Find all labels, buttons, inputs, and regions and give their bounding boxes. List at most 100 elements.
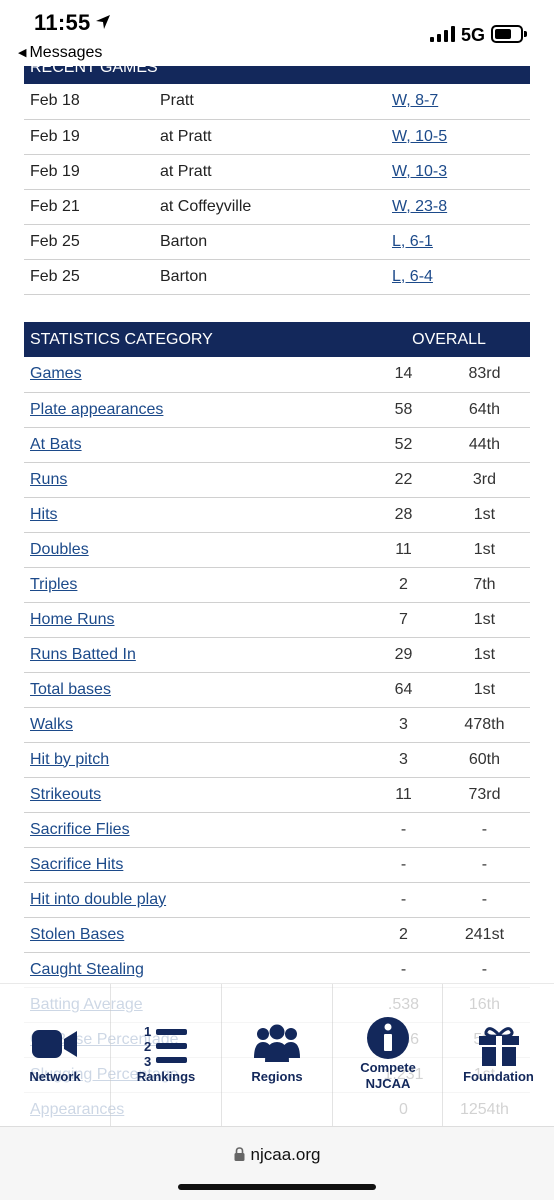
stat-category-link[interactable]: Stolen Bases bbox=[30, 925, 125, 943]
recent-games-table: Feb 18 Pratt W, 8-7 Feb 19 at Pratt W, 1… bbox=[24, 84, 530, 295]
stat-rank: - bbox=[438, 847, 530, 883]
stat-category-link[interactable]: Doubles bbox=[30, 540, 89, 558]
stats-row: Doubles 11 1st bbox=[24, 532, 530, 568]
stat-rank: 1st bbox=[438, 497, 530, 533]
stat-category-link[interactable]: At Bats bbox=[30, 435, 82, 453]
stat-category-link[interactable]: Strikeouts bbox=[30, 785, 102, 803]
status-time: 11:55 bbox=[34, 10, 91, 35]
game-row: Feb 18 Pratt W, 8-7 bbox=[24, 84, 530, 120]
stat-rank: 64th bbox=[438, 392, 530, 428]
game-row: Feb 25 Barton L, 6-1 bbox=[24, 224, 530, 260]
stats-category-header: STATISTICS CATEGORY bbox=[24, 322, 369, 357]
stat-rank: 1st bbox=[438, 602, 530, 638]
stat-category-link[interactable]: Walks bbox=[30, 715, 73, 733]
home-indicator[interactable] bbox=[178, 1184, 376, 1190]
numbered-list-icon: 1 2 3 bbox=[144, 1024, 187, 1068]
svg-text:2: 2 bbox=[144, 1039, 151, 1054]
stat-category-link[interactable]: Triples bbox=[30, 575, 78, 593]
stats-row: Hit by pitch 3 60th bbox=[24, 742, 530, 778]
stat-value: 2 bbox=[368, 917, 439, 953]
stats-row: At Bats 52 44th bbox=[24, 427, 530, 463]
stats-row: Walks 3 478th bbox=[24, 707, 530, 743]
nav-foundation[interactable]: Foundation bbox=[443, 984, 554, 1126]
stat-category-link[interactable]: Sacrifice Flies bbox=[30, 820, 130, 838]
game-result-link[interactable]: W, 23-8 bbox=[392, 197, 448, 215]
stat-category-link[interactable]: Games bbox=[30, 365, 82, 383]
stat-rank: 1st bbox=[438, 672, 530, 708]
stat-category-link[interactable]: Caught Stealing bbox=[30, 960, 144, 978]
stat-category-link[interactable]: Hit into double play bbox=[30, 890, 167, 908]
stats-row: Strikeouts 11 73rd bbox=[24, 777, 530, 813]
stat-value: 22 bbox=[368, 462, 439, 498]
stat-value: 28 bbox=[368, 497, 439, 533]
url-text: njcaa.org bbox=[250, 1145, 321, 1164]
browser-address-bar[interactable]: njcaa.org bbox=[0, 1126, 554, 1200]
people-group-icon bbox=[254, 1024, 300, 1062]
stat-rank: 478th bbox=[438, 707, 530, 743]
nav-label: Rankings bbox=[136, 1069, 196, 1084]
stat-value: 58 bbox=[368, 392, 439, 428]
network-type: 5G bbox=[461, 25, 486, 45]
game-date: Feb 21 bbox=[24, 189, 154, 225]
game-result-link[interactable]: W, 8-7 bbox=[392, 92, 439, 110]
stat-category-link[interactable]: Sacrifice Hits bbox=[30, 855, 124, 873]
stat-rank: 60th bbox=[438, 742, 530, 778]
stat-rank: - bbox=[438, 812, 530, 848]
status-bar: 11:55 ◀ Messages 5G bbox=[0, 0, 554, 66]
nav-label: Compete NJCAA bbox=[360, 1060, 416, 1091]
game-date: Feb 25 bbox=[24, 224, 154, 260]
stat-rank: 83rd bbox=[438, 357, 530, 393]
game-result-link[interactable]: W, 10-3 bbox=[392, 162, 448, 180]
stat-category-link[interactable]: Hit by pitch bbox=[30, 750, 110, 768]
stat-value: 3 bbox=[368, 742, 439, 778]
stats-row: Total bases 64 1st bbox=[24, 672, 530, 708]
game-opponent: at Pratt bbox=[154, 119, 386, 155]
stats-row: Sacrifice Hits - - bbox=[24, 847, 530, 883]
game-result-link[interactable]: L, 6-4 bbox=[392, 267, 433, 285]
svg-text:3: 3 bbox=[144, 1054, 151, 1068]
stat-category-link[interactable]: Runs bbox=[30, 470, 68, 488]
game-result-link[interactable]: L, 6-1 bbox=[392, 232, 433, 250]
stats-row: Runs 22 3rd bbox=[24, 462, 530, 498]
stat-rank: 7th bbox=[438, 567, 530, 603]
stats-overall-header: OVERALL bbox=[368, 322, 530, 357]
battery-icon bbox=[491, 25, 527, 43]
nav-label: Network bbox=[29, 1069, 81, 1084]
gift-icon bbox=[478, 1027, 519, 1066]
stat-value: 64 bbox=[368, 672, 439, 708]
stat-value: 7 bbox=[368, 602, 439, 638]
nav-rankings[interactable]: 1 2 3 Rankings bbox=[111, 984, 222, 1126]
stats-header-row: STATISTICS CATEGORY OVERALL bbox=[24, 322, 530, 357]
stat-category-link[interactable]: Home Runs bbox=[30, 610, 115, 628]
stat-category-link[interactable]: Hits bbox=[30, 505, 58, 523]
stat-category-link[interactable]: Plate appearances bbox=[30, 400, 164, 418]
nav-compete[interactable]: Compete NJCAA bbox=[333, 984, 443, 1126]
back-to-messages[interactable]: ◀ Messages bbox=[18, 44, 102, 62]
cellular-signal-icon bbox=[430, 26, 455, 42]
game-row: Feb 25 Barton L, 6-4 bbox=[24, 259, 530, 295]
stat-category-link[interactable]: Total bases bbox=[30, 680, 111, 698]
url-display[interactable]: njcaa.org bbox=[0, 1145, 554, 1165]
stat-value: 3 bbox=[368, 707, 439, 743]
location-arrow-icon bbox=[96, 15, 110, 29]
nav-regions[interactable]: Regions bbox=[222, 984, 333, 1126]
stats-row: Games 14 83rd bbox=[24, 357, 530, 393]
stat-category-link[interactable]: Runs Batted In bbox=[30, 645, 136, 663]
stat-rank: 3rd bbox=[438, 462, 530, 498]
stats-row: Plate appearances 58 64th bbox=[24, 392, 530, 428]
game-opponent: Barton bbox=[154, 259, 386, 295]
stat-value: - bbox=[368, 952, 439, 988]
video-camera-icon bbox=[32, 1030, 77, 1058]
game-row: Feb 21 at Coffeyville W, 23-8 bbox=[24, 189, 530, 225]
stat-value: 14 bbox=[368, 357, 439, 393]
game-date: Feb 19 bbox=[24, 119, 154, 155]
stat-rank: 1st bbox=[438, 532, 530, 568]
stats-row: Caught Stealing - - bbox=[24, 952, 530, 988]
game-date: Feb 25 bbox=[24, 259, 154, 295]
stat-rank: 73rd bbox=[438, 777, 530, 813]
game-date: Feb 19 bbox=[24, 154, 154, 190]
nav-network[interactable]: Network bbox=[0, 984, 111, 1126]
stat-value: 52 bbox=[368, 427, 439, 463]
stat-rank: - bbox=[438, 952, 530, 988]
game-result-link[interactable]: W, 10-5 bbox=[392, 127, 448, 145]
